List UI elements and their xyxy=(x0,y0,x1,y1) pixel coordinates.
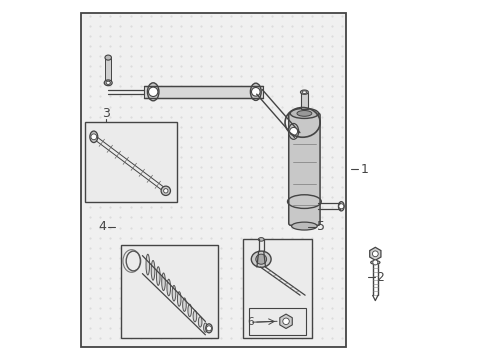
FancyBboxPatch shape xyxy=(289,113,320,225)
Ellipse shape xyxy=(204,323,207,332)
Bar xyxy=(144,86,263,98)
Ellipse shape xyxy=(256,254,267,264)
Ellipse shape xyxy=(90,131,98,143)
Ellipse shape xyxy=(147,83,159,101)
Bar xyxy=(85,122,176,202)
Circle shape xyxy=(373,260,378,265)
Ellipse shape xyxy=(106,81,110,85)
Ellipse shape xyxy=(156,267,160,285)
Text: 2: 2 xyxy=(376,271,384,284)
Circle shape xyxy=(161,186,171,195)
Text: 4: 4 xyxy=(98,220,106,233)
Text: 3: 3 xyxy=(102,107,110,120)
Text: 1: 1 xyxy=(360,163,368,176)
Ellipse shape xyxy=(251,251,271,267)
Ellipse shape xyxy=(146,254,149,275)
Ellipse shape xyxy=(177,292,181,306)
Circle shape xyxy=(148,87,158,96)
Ellipse shape xyxy=(250,83,261,100)
Circle shape xyxy=(251,87,260,96)
Bar xyxy=(301,93,308,109)
Ellipse shape xyxy=(290,108,318,118)
Ellipse shape xyxy=(193,310,196,322)
Ellipse shape xyxy=(302,91,307,94)
Polygon shape xyxy=(280,314,292,328)
Ellipse shape xyxy=(258,238,264,241)
Circle shape xyxy=(372,251,378,257)
Ellipse shape xyxy=(183,298,186,311)
Bar xyxy=(248,308,306,335)
Text: 5: 5 xyxy=(317,220,325,233)
Circle shape xyxy=(164,189,168,193)
Ellipse shape xyxy=(289,123,298,139)
Polygon shape xyxy=(370,247,381,260)
Ellipse shape xyxy=(188,304,192,317)
Ellipse shape xyxy=(151,261,155,280)
Ellipse shape xyxy=(162,273,165,291)
Ellipse shape xyxy=(206,324,212,333)
Ellipse shape xyxy=(292,222,317,230)
Ellipse shape xyxy=(370,261,380,264)
Ellipse shape xyxy=(198,317,202,327)
Text: 6: 6 xyxy=(247,317,253,327)
Circle shape xyxy=(290,127,297,135)
Circle shape xyxy=(339,204,344,209)
Circle shape xyxy=(206,326,212,331)
Ellipse shape xyxy=(105,55,111,60)
Circle shape xyxy=(283,318,289,325)
Ellipse shape xyxy=(104,80,112,86)
Ellipse shape xyxy=(300,90,308,94)
Ellipse shape xyxy=(297,111,312,116)
Bar xyxy=(105,58,111,83)
Ellipse shape xyxy=(339,202,344,211)
Circle shape xyxy=(91,134,97,140)
Bar xyxy=(121,245,218,338)
Bar xyxy=(243,239,312,338)
Bar xyxy=(81,13,346,347)
Ellipse shape xyxy=(167,279,171,296)
Ellipse shape xyxy=(172,285,176,301)
